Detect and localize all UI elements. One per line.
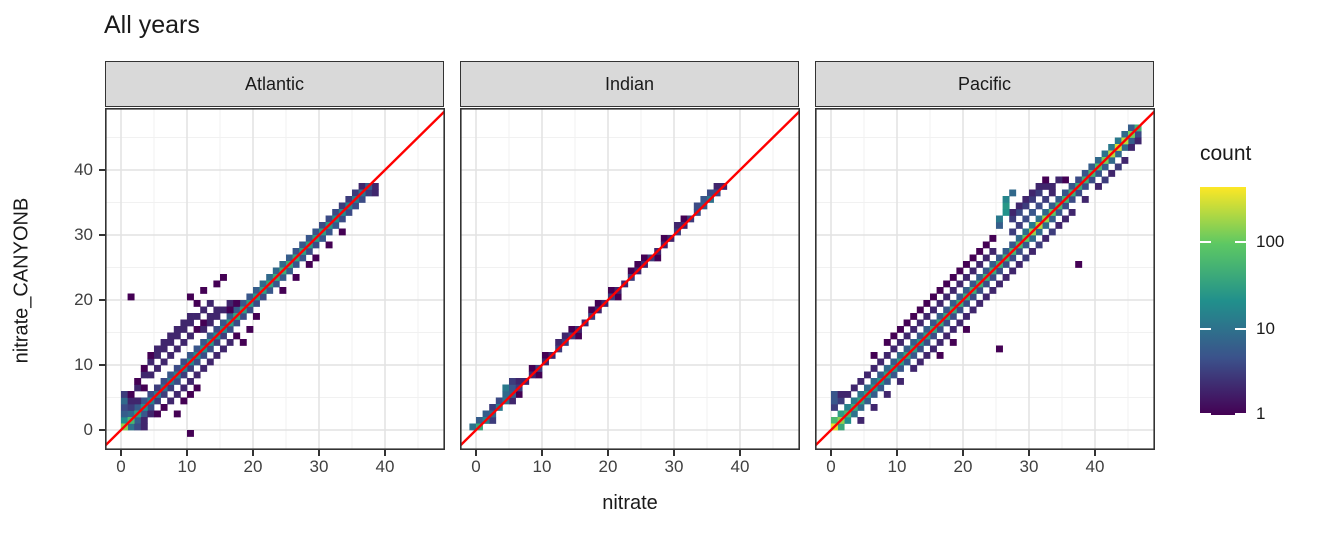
x-axis-tick-mark <box>541 450 543 456</box>
x-axis-tick-mark <box>896 450 898 456</box>
x-axis-tick-label: 40 <box>375 457 395 476</box>
x-axis-tick-label: 40 <box>1085 457 1105 476</box>
x-axis-tick-mark <box>384 450 386 456</box>
facet-panel-atlantic <box>105 108 445 450</box>
legend-tick-mark <box>1235 327 1246 330</box>
x-axis-tick-mark <box>607 450 609 456</box>
x-axis-tick-mark <box>318 450 320 456</box>
facet-panel-indian <box>460 108 800 450</box>
x-axis-tick-mark <box>673 450 675 456</box>
y-axis-tick-mark <box>99 429 105 431</box>
x-axis-tick-label: 20 <box>953 457 973 476</box>
x-axis-tick-label: 0 <box>116 457 126 476</box>
x-axis-tick-mark <box>475 450 477 456</box>
x-axis-title: nitrate <box>602 492 658 514</box>
x-axis-tick-label: 0 <box>471 457 481 476</box>
y-axis-tick-mark <box>99 234 105 236</box>
x-axis-tick-label: 30 <box>1019 457 1039 476</box>
x-axis-tick-mark <box>252 450 254 456</box>
legend-tick-label: 100 <box>1256 232 1285 252</box>
y-axis-tick-label: 40 <box>74 160 93 179</box>
legend-tick-label: 1 <box>1256 404 1266 423</box>
legend-tick-label: 10 <box>1256 318 1275 338</box>
y-axis-tick-mark <box>99 364 105 366</box>
x-axis-tick-mark <box>739 450 741 456</box>
x-axis-tick-label: 10 <box>887 457 907 476</box>
legend-tick-mark <box>1200 413 1211 415</box>
legend-title: count <box>1200 142 1252 165</box>
x-axis-tick-label: 0 <box>826 457 836 476</box>
x-axis-tick-label: 10 <box>177 457 197 476</box>
x-axis-tick-label: 20 <box>243 457 263 476</box>
x-axis-tick-label: 20 <box>598 457 618 476</box>
legend-tick-mark <box>1235 413 1246 415</box>
y-axis-tick-label: 30 <box>74 225 93 244</box>
facet-strip-label: Atlantic <box>244 74 305 94</box>
y-axis-tick-label: 20 <box>74 290 93 309</box>
y-axis-tick-label: 0 <box>83 420 93 439</box>
y-axis-title: nitrate_CANYONB <box>10 197 33 364</box>
legend-colorbar <box>1200 187 1246 415</box>
x-axis-tick-mark <box>120 450 122 456</box>
legend-tick-mark <box>1200 327 1211 330</box>
x-axis-tick-mark <box>186 450 188 456</box>
legend-tick-mark <box>1200 241 1211 244</box>
facet-strip-label: Pacific <box>957 74 1011 94</box>
x-axis-tick-mark <box>1028 450 1030 456</box>
x-axis-tick-label: 10 <box>532 457 552 476</box>
x-axis-tick-label: 40 <box>730 457 750 476</box>
x-axis-tick-mark <box>1094 450 1096 456</box>
plot-title: All years <box>104 11 200 39</box>
y-axis-tick-label: 10 <box>74 355 93 374</box>
legend-tick-mark <box>1235 241 1246 244</box>
facet-strip: Pacific <box>815 61 1154 107</box>
facet-strip-label: Indian <box>604 74 655 94</box>
x-axis-tick-mark <box>962 450 964 456</box>
x-axis-tick-mark <box>830 450 832 456</box>
facet-strip: Indian <box>460 61 799 107</box>
facet-strip: Atlantic <box>105 61 444 107</box>
x-axis-tick-label: 30 <box>309 457 329 476</box>
y-axis-tick-mark <box>99 299 105 301</box>
x-axis-tick-label: 30 <box>664 457 684 476</box>
facet-panel-pacific <box>815 108 1155 450</box>
y-axis-tick-mark <box>99 169 105 171</box>
